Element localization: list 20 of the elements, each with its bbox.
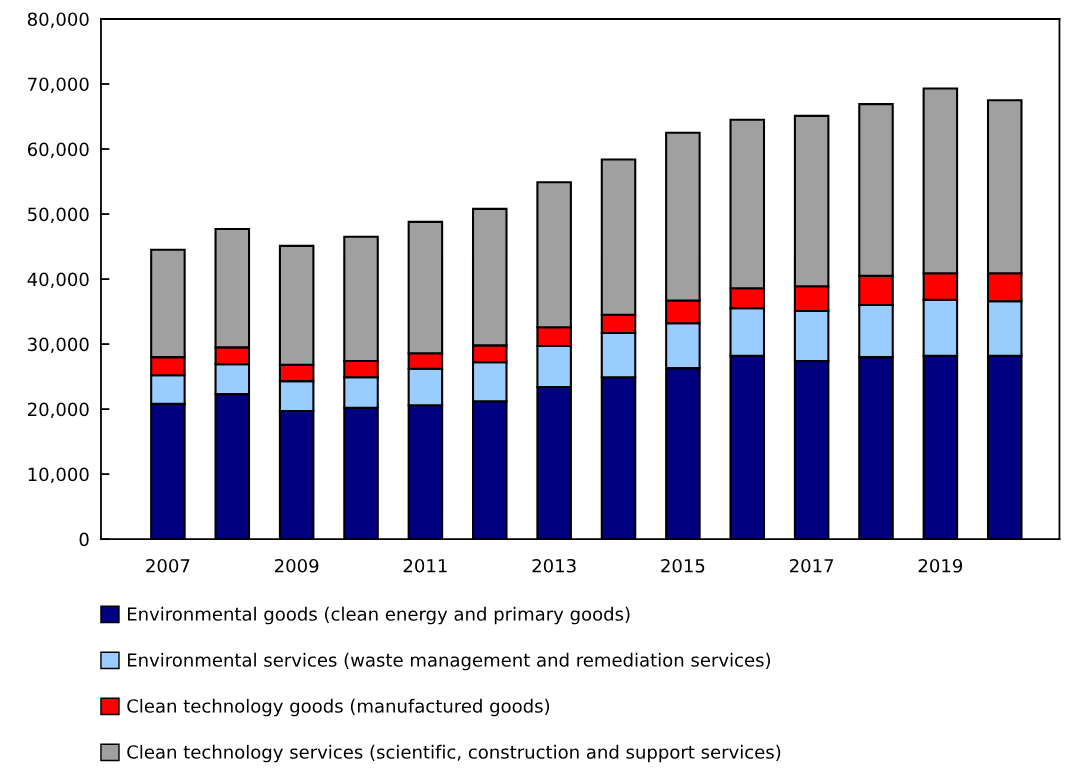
y-tick-label: 80,000 (27, 12, 89, 28)
x-tick-label: 2011 (403, 558, 447, 573)
x-tick-label: 2013 (532, 558, 576, 573)
y-tick-label: 60,000 (27, 142, 89, 158)
y-tick-label: 0 (79, 532, 89, 547)
y-tick-label: 50,000 (28, 207, 89, 224)
y-tick-label: 70,000 (28, 77, 89, 93)
x-tick-label: 2017 (789, 558, 834, 573)
x-tick-label: 2019 (918, 558, 963, 573)
y-tick-label: 10,000 (28, 467, 89, 484)
legend-label: Environmental services (waste management and remediation services) (127, 652, 771, 671)
y-tick-label: 30,000 (28, 337, 89, 354)
legend-label: Clean technology goods (manufactured goods) (127, 698, 550, 717)
y-tick-label: 20,000 (28, 402, 89, 419)
x-tick-label: 2009 (275, 558, 319, 573)
y-tick-label: 40,000 (27, 272, 89, 289)
legend-label: Environmental goods (clean energy and primary goods) (127, 606, 630, 625)
legend-label: Clean technology services (scientific, construction and support services) (127, 744, 781, 763)
x-tick-label: 2007 (146, 558, 190, 573)
x-tick-label: 2015 (661, 558, 705, 573)
